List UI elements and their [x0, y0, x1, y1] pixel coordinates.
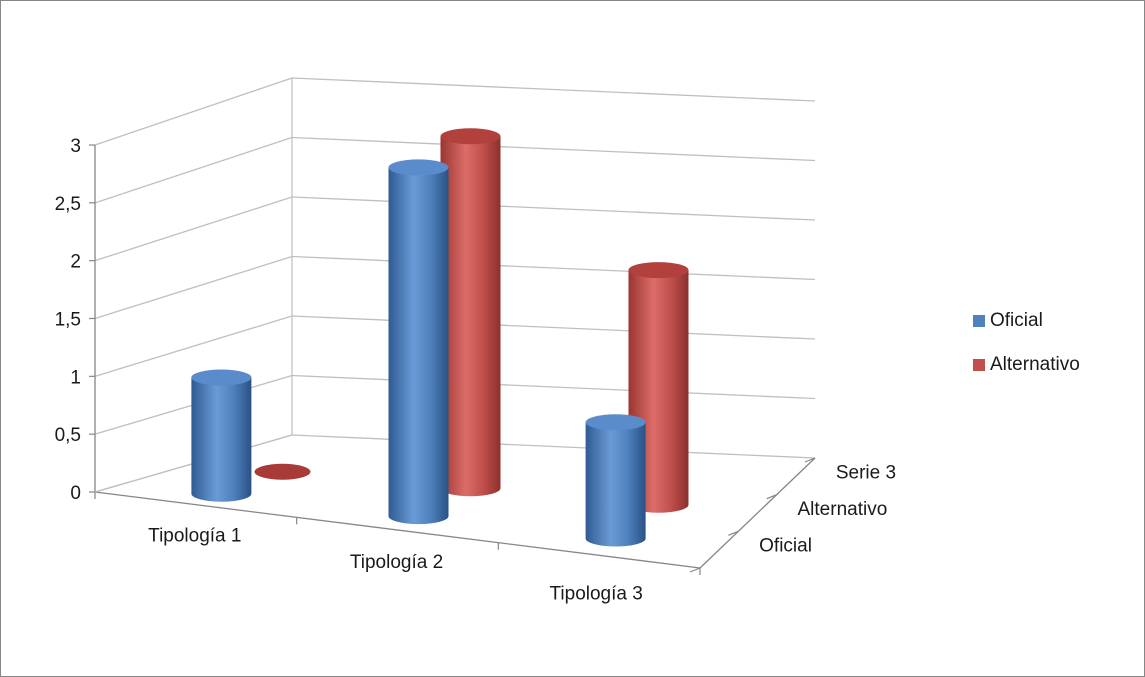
legend-label-alternativo: Alternativo — [990, 354, 1080, 375]
legend-swatch-oficial — [973, 315, 985, 327]
legend-item-alternativo: Alternativo — [973, 352, 1080, 378]
depth-tick-label: Oficial — [759, 536, 812, 557]
back-gridline — [291, 77, 816, 102]
y-tick-label: 0,5 — [55, 425, 81, 446]
depth-axis-line — [699, 457, 816, 569]
back-gridline — [291, 255, 816, 281]
side-gridline — [94, 136, 293, 204]
back-gridline — [291, 374, 816, 400]
cylinder-top-alternativo-2 — [440, 128, 501, 145]
depth-tick — [804, 457, 816, 463]
cylinder-alternativo-2 — [440, 136, 501, 497]
legend: Oficial Alternativo — [973, 308, 1080, 396]
cylinder-oficial-1 — [191, 377, 252, 502]
x-tick-label: Tipología 3 — [550, 583, 643, 604]
y-tick-label: 3 — [70, 136, 81, 157]
depth-tick — [766, 494, 777, 500]
legend-item-oficial: Oficial — [973, 308, 1080, 334]
depth-tick-label: Serie 3 — [836, 462, 896, 483]
x-axis-line — [94, 491, 701, 569]
legend-label-oficial: Oficial — [990, 310, 1043, 331]
x-tick-label: Tipología 2 — [350, 552, 443, 573]
cylinder-oficial-3 — [585, 422, 646, 547]
cylinder-top-oficial-3 — [585, 414, 646, 431]
depth-tick — [689, 567, 701, 573]
y-tick-label: 2,5 — [55, 194, 81, 215]
depth-tick-label: Alternativo — [798, 499, 888, 520]
depth-tick — [728, 530, 739, 536]
side-gridline — [94, 315, 293, 377]
legend-swatch-alternativo — [973, 359, 985, 371]
axis-labels: 0 0,5 1 1,5 2 2,5 3 Tipología 1 Tipología 2 Tipol… — [55, 136, 896, 604]
back-gridline — [291, 434, 816, 459]
back-gridline — [291, 136, 816, 162]
cylinder-alternativo-1 — [254, 463, 311, 480]
gridlines — [94, 77, 816, 493]
side-gridline — [94, 77, 293, 146]
cylinder-top-alternativo-3 — [628, 262, 689, 279]
side-gridline — [94, 255, 293, 320]
cylinder-top-oficial-2 — [388, 159, 449, 176]
x-tick-label: Tipología 1 — [148, 526, 241, 547]
y-tick-label: 2 — [70, 252, 81, 273]
cylinders — [191, 128, 689, 547]
y-tick-label: 1 — [70, 367, 81, 388]
y-tick-label: 0 — [70, 483, 81, 504]
cylinder-oficial-2 — [388, 167, 449, 525]
cylinder-top-oficial-1 — [191, 369, 252, 386]
back-gridline — [291, 196, 816, 221]
back-gridline — [291, 315, 816, 340]
side-gridline — [94, 196, 293, 262]
y-tick-label: 1,5 — [55, 310, 81, 331]
